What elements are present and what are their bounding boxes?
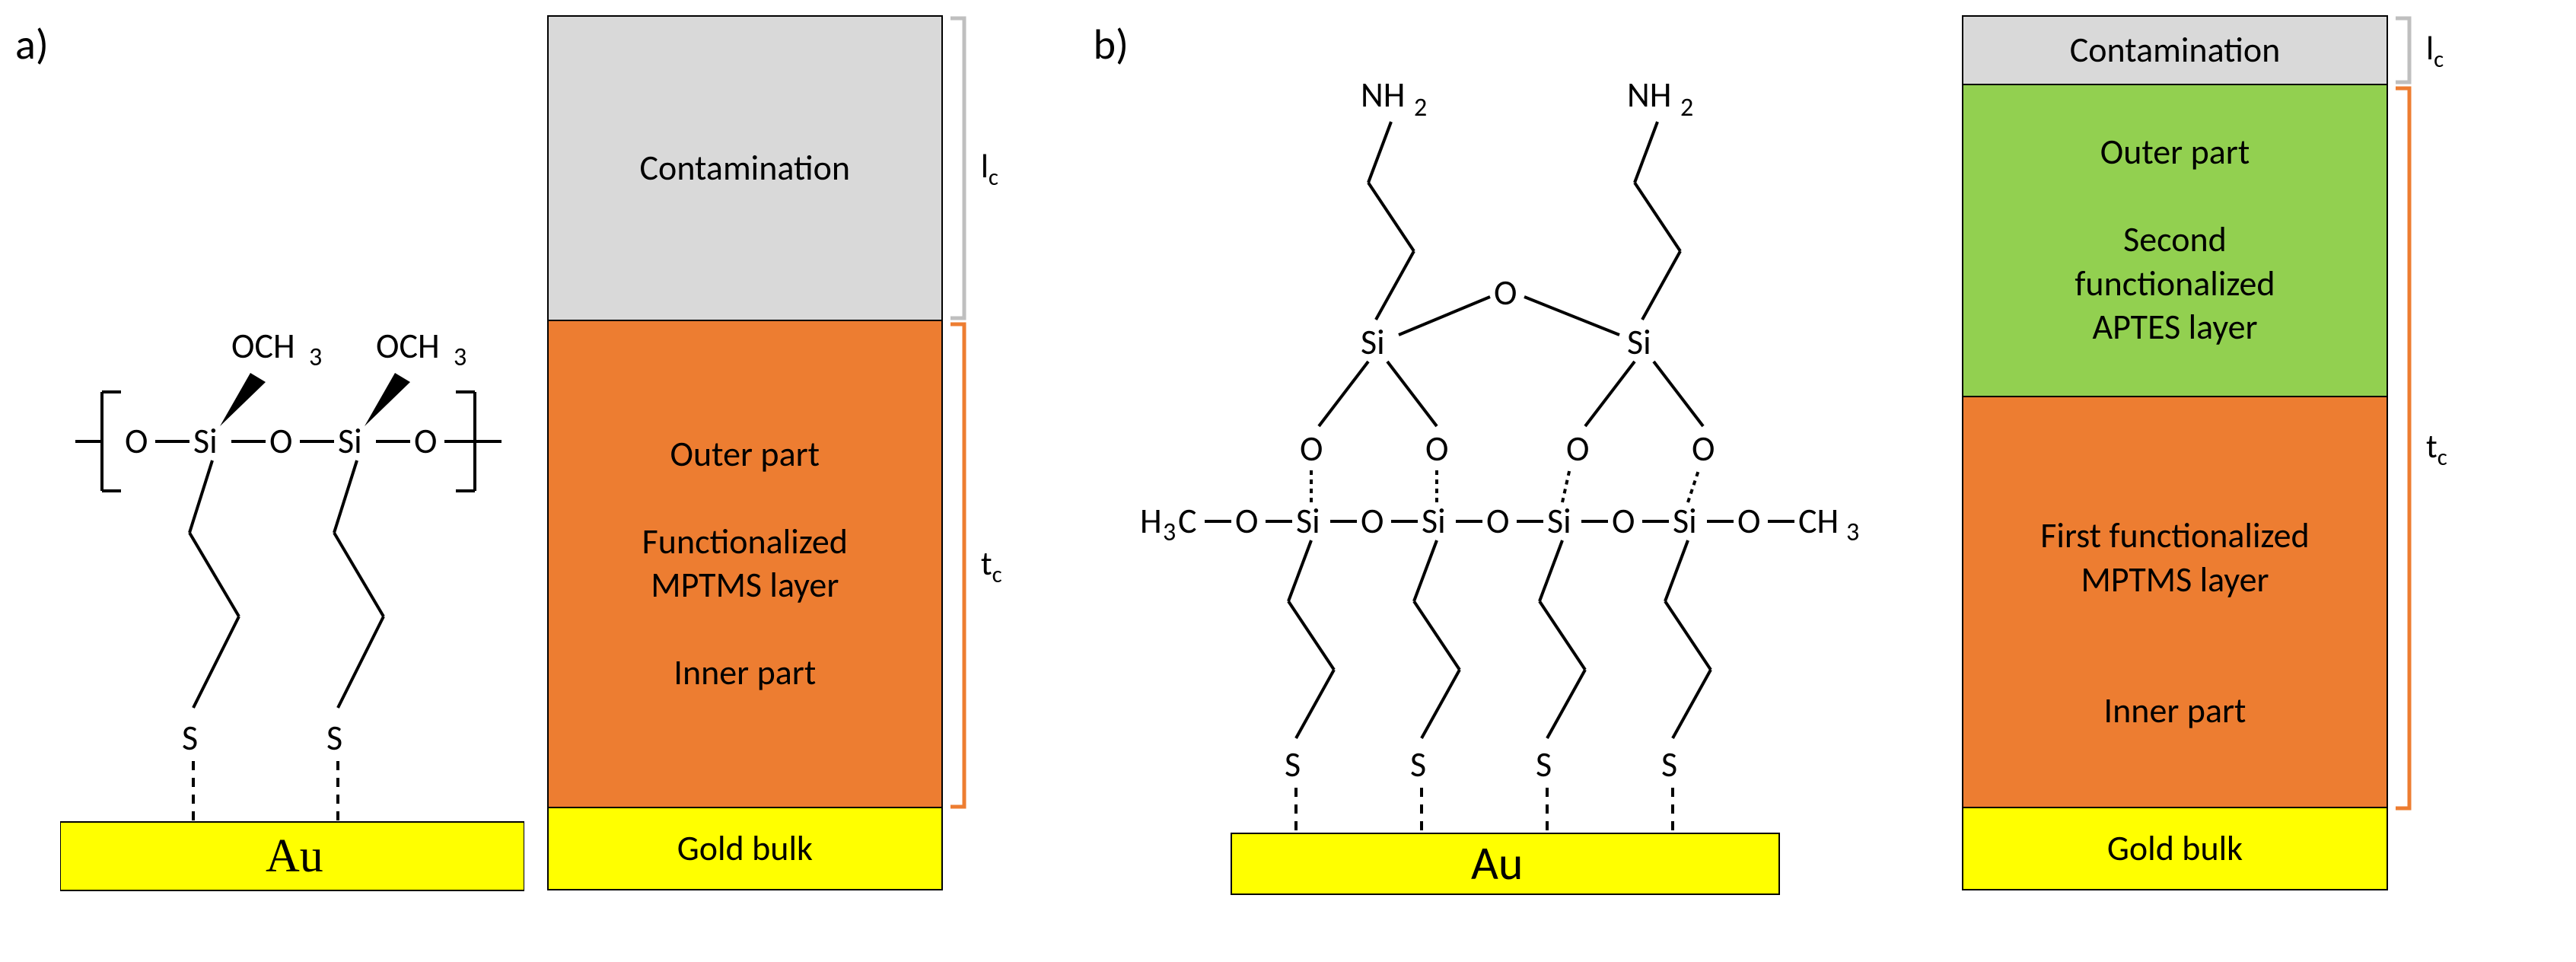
panel-b-structure: NH 2 NH 2 Si Si O [1140, 15, 1939, 898]
figure: a) O Si OCH [15, 15, 2561, 902]
svg-text:3: 3 [454, 342, 466, 373]
panel-a-structure: O Si OCH 3 O Si OCH [60, 15, 524, 898]
layer-contamination-label: Contamination [640, 147, 851, 190]
panel-b-brackets: lc tc [2394, 15, 2447, 890]
bracket-tc: tc [2394, 85, 2447, 811]
svg-text:O: O [1612, 500, 1635, 543]
svg-text:Au: Au [1471, 834, 1523, 892]
svg-text:CH: CH [1798, 500, 1839, 543]
bracket-tc: tc [949, 321, 1002, 810]
svg-text:S: S [326, 717, 342, 760]
panel-b: b) NH 2 NH 2 Si [1094, 15, 2447, 902]
bracket-label: tc [2426, 425, 2447, 472]
bracket-lc: lc [949, 15, 1002, 321]
panel-a-brackets: lc tc [949, 15, 1002, 890]
layer-gold: Gold bulk [547, 807, 943, 890]
layer-mptms-line: MPTMS layer [651, 564, 839, 608]
svg-text:Si: Si [1422, 500, 1446, 543]
layer-gold: Gold bulk [1962, 807, 2388, 890]
bracket-label: lc [2426, 27, 2444, 74]
svg-text:OCH: OCH [376, 325, 440, 368]
svg-text:S: S [1285, 744, 1301, 786]
panel-b-stack: Contamination Outer part Secondfunctional… [1962, 15, 2388, 890]
svg-text:O: O [1425, 428, 1448, 470]
svg-text:C: C [1178, 500, 1197, 543]
layer-contamination-label: Contamination [2070, 29, 2281, 72]
svg-text:Au: Au [266, 830, 323, 882]
svg-text:O: O [414, 420, 437, 463]
svg-text:Si: Si [1627, 321, 1651, 364]
svg-text:2: 2 [1414, 92, 1427, 123]
svg-text:O: O [1566, 428, 1589, 470]
layer-gold-label: Gold bulk [677, 827, 813, 870]
layer-mptms-line: Inner part [2104, 690, 2246, 734]
panel-a-stack-group: Contamination Outer part FunctionalizedMP… [524, 15, 1002, 890]
panel-a: a) O Si OCH [15, 15, 1002, 902]
svg-text:Si: Si [1296, 500, 1320, 543]
svg-text:O: O [1692, 428, 1715, 470]
layer-mptms-line [741, 476, 749, 521]
svg-text:3: 3 [309, 342, 322, 373]
bracket-label: tc [981, 543, 1002, 589]
panel-a-label: a) [15, 19, 49, 71]
bracket-lc: lc [2394, 15, 2447, 85]
layer-mptms-line [2171, 471, 2179, 515]
layer-mptms-line: Outer part [670, 433, 820, 477]
svg-text:Si: Si [1361, 321, 1385, 364]
panel-a-stack: Contamination Outer part FunctionalizedMP… [547, 15, 943, 890]
svg-text:S: S [1661, 744, 1677, 786]
layer-mptms-line [741, 608, 749, 652]
panel-a-chemistry: O Si OCH 3 O Si OCH [60, 15, 524, 902]
layer-aptes-line [2171, 175, 2179, 219]
layer-mptms-line: MPTMS layer [2081, 559, 2269, 603]
layer-gold-label: Gold bulk [2107, 827, 2243, 870]
svg-text:O: O [1361, 500, 1384, 543]
svg-text:O: O [1737, 500, 1760, 543]
svg-text:3: 3 [1163, 517, 1176, 548]
svg-text:S: S [1536, 744, 1552, 786]
layer-contamination: Contamination [547, 15, 943, 320]
layer-aptes-line: Outer part [2100, 131, 2250, 175]
layer-aptes-line: functionalized [2074, 263, 2275, 307]
svg-text:O: O [269, 420, 292, 463]
svg-text:2: 2 [1680, 92, 1693, 123]
layer-aptes-line: APTES layer [2092, 306, 2257, 350]
layer-mptms-line: First functionalized [2040, 514, 2309, 559]
svg-text:H: H [1140, 500, 1162, 543]
svg-text:S: S [182, 717, 198, 760]
bracket-label: lc [981, 145, 998, 192]
svg-text:O: O [1235, 500, 1258, 543]
layer-aptes-line: Second [2123, 218, 2227, 263]
layer-mptms-line [2171, 602, 2179, 646]
svg-text:OCH: OCH [231, 325, 295, 368]
svg-text:S: S [1410, 744, 1426, 786]
panel-b-label: b) [1094, 19, 1129, 71]
svg-text:Si: Si [193, 420, 218, 463]
layer-mptms: Outer part FunctionalizedMPTMS layer Inn… [547, 320, 943, 807]
layer-mptms-line: Inner part [673, 651, 816, 696]
svg-text:O: O [1486, 500, 1509, 543]
svg-text:NH: NH [1627, 74, 1671, 116]
panel-b-stack-group: Contamination Outer part Secondfunctional… [1939, 15, 2447, 890]
svg-text:O: O [1494, 272, 1517, 314]
layer-contamination: Contamination [1962, 15, 2388, 84]
svg-text:Si: Si [338, 420, 362, 463]
svg-text:3: 3 [1846, 517, 1859, 548]
layer-aptes: Outer part SecondfunctionalizedAPTES lay… [1962, 84, 2388, 396]
svg-text:NH: NH [1361, 74, 1405, 116]
svg-text:O: O [125, 420, 148, 463]
layer-mptms-line [2171, 646, 2179, 690]
svg-text:Si: Si [1547, 500, 1571, 543]
svg-text:Si: Si [1673, 500, 1697, 543]
layer-mptms: First functionalizedMPTMS layer Inner pa… [1962, 396, 2388, 807]
layer-mptms-line: Functionalized [642, 521, 848, 565]
svg-text:O: O [1300, 428, 1323, 470]
panel-b-chemistry: NH 2 NH 2 Si Si O [1140, 15, 1939, 902]
